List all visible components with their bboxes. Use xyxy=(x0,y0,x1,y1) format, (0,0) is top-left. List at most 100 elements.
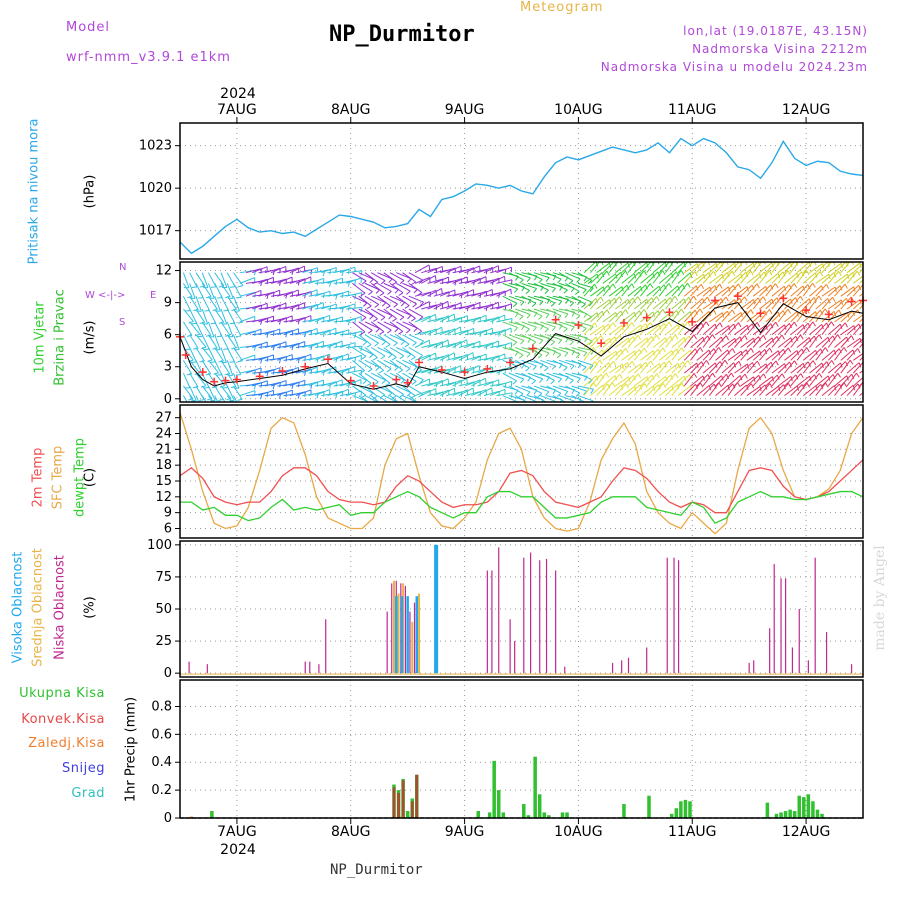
wind-barb xyxy=(333,290,349,297)
wind-barb-flag xyxy=(606,309,610,315)
wind-barb xyxy=(226,347,235,362)
wind-barb-flag xyxy=(718,347,722,352)
wind-barb-flag xyxy=(827,298,830,304)
wind-barb xyxy=(815,298,829,310)
wind-barb xyxy=(546,334,562,341)
wind-barb-flag xyxy=(576,378,581,383)
wind-barb-flag xyxy=(737,382,741,388)
wind-barb-flag xyxy=(375,328,380,333)
wind-barb xyxy=(220,347,227,363)
wind-barb xyxy=(727,350,742,361)
wind-barb-flag xyxy=(498,331,501,337)
wind-barb-flag xyxy=(745,349,749,355)
low-cloud-bar xyxy=(409,611,411,674)
wind-barb xyxy=(834,297,847,310)
wind-barb-flag xyxy=(532,365,537,371)
wind-barb xyxy=(809,348,821,361)
wind-barb xyxy=(396,385,411,394)
wind-barb xyxy=(521,321,537,328)
wind-barb xyxy=(383,385,397,397)
wind-barb xyxy=(471,353,487,361)
wind-barb xyxy=(533,321,549,330)
wind-barb xyxy=(646,348,659,361)
total-rain-bar xyxy=(811,801,815,818)
wind-barb xyxy=(314,290,331,297)
wind-barb-flag xyxy=(520,378,525,384)
wind-barb-flag xyxy=(825,382,829,388)
wind-barb-flag xyxy=(821,285,824,291)
wind-barb-flag xyxy=(688,335,692,341)
wind-barb xyxy=(327,390,343,397)
wind-barb-flag xyxy=(453,314,456,320)
wind-barb-flag xyxy=(852,272,855,278)
wind-barb xyxy=(264,381,281,387)
wind-barb-flag xyxy=(751,323,755,329)
wind-barb xyxy=(621,322,633,335)
wind-barb-flag xyxy=(843,347,848,352)
wind-barb xyxy=(796,382,808,396)
wind-barb-flag xyxy=(354,279,357,285)
wind-barb xyxy=(289,278,306,284)
low-cloud-bar xyxy=(404,585,406,674)
wind-barb xyxy=(308,302,324,310)
wind-barb xyxy=(427,317,444,323)
wind-barb-flag xyxy=(637,296,641,302)
wind-barb xyxy=(777,347,789,361)
wind-barb-flag xyxy=(838,271,842,276)
wind-barb xyxy=(370,282,385,294)
wind-barb xyxy=(652,383,664,396)
wind-barb xyxy=(677,385,691,396)
wind-barb xyxy=(396,347,412,355)
wind-barb xyxy=(690,273,704,284)
wind-barb-flag xyxy=(348,269,350,275)
wind-barb xyxy=(389,372,405,381)
convective-rain-bar xyxy=(401,780,405,818)
wind-barb-flag xyxy=(733,323,736,329)
legend-grad: Grad xyxy=(71,786,105,801)
wind-barb xyxy=(421,367,437,374)
wind-barb xyxy=(627,349,640,361)
wind-barb xyxy=(226,385,235,401)
wind-barb xyxy=(683,263,698,274)
wind-barb xyxy=(182,321,193,336)
wind-barb-flag xyxy=(651,374,655,380)
wind-barb-flag xyxy=(563,289,568,294)
wind-barb xyxy=(602,322,614,335)
wind-barb xyxy=(540,321,556,328)
legend-snijeg: Snijeg xyxy=(62,761,105,776)
wind-barb xyxy=(201,360,212,375)
wind-barb-flag xyxy=(582,328,587,333)
wind-barb xyxy=(508,334,525,341)
wind-barb-flag xyxy=(694,309,698,315)
wind-barb-flag xyxy=(279,382,281,388)
wind-barb-flag xyxy=(394,366,399,371)
wind-barb xyxy=(446,265,462,274)
wind-barb xyxy=(790,271,802,284)
wind-barb-flag xyxy=(374,304,379,308)
wind-barb-flag xyxy=(329,269,332,275)
wind-barb-flag xyxy=(589,287,594,293)
wind-barb-flag xyxy=(614,375,618,381)
wind-barb-flag xyxy=(699,347,704,353)
wind-barb xyxy=(671,262,685,274)
total-rain-bar xyxy=(815,809,820,818)
wind-barb xyxy=(589,335,602,348)
wind-barb-flag xyxy=(688,262,692,266)
y-tick-label: 6 xyxy=(164,328,172,343)
wind-barb-flag xyxy=(576,315,581,320)
low-cloud-bar xyxy=(539,560,541,674)
wind-barb-flag xyxy=(369,354,374,359)
wind-barb-flag xyxy=(712,372,716,378)
wind-barb xyxy=(740,362,753,374)
wind-barb-flag xyxy=(550,341,556,346)
wind-barb-flag xyxy=(837,334,841,340)
wind-barb xyxy=(677,321,689,335)
wind-barb-flag xyxy=(824,308,829,314)
wind-barb xyxy=(452,329,469,336)
wind-barb xyxy=(702,262,717,274)
wind-barb xyxy=(414,276,431,284)
wind-barb-flag xyxy=(776,374,780,380)
wind-barb xyxy=(182,272,190,288)
wind-barb xyxy=(809,295,820,310)
wind-barb-flag xyxy=(762,296,767,302)
